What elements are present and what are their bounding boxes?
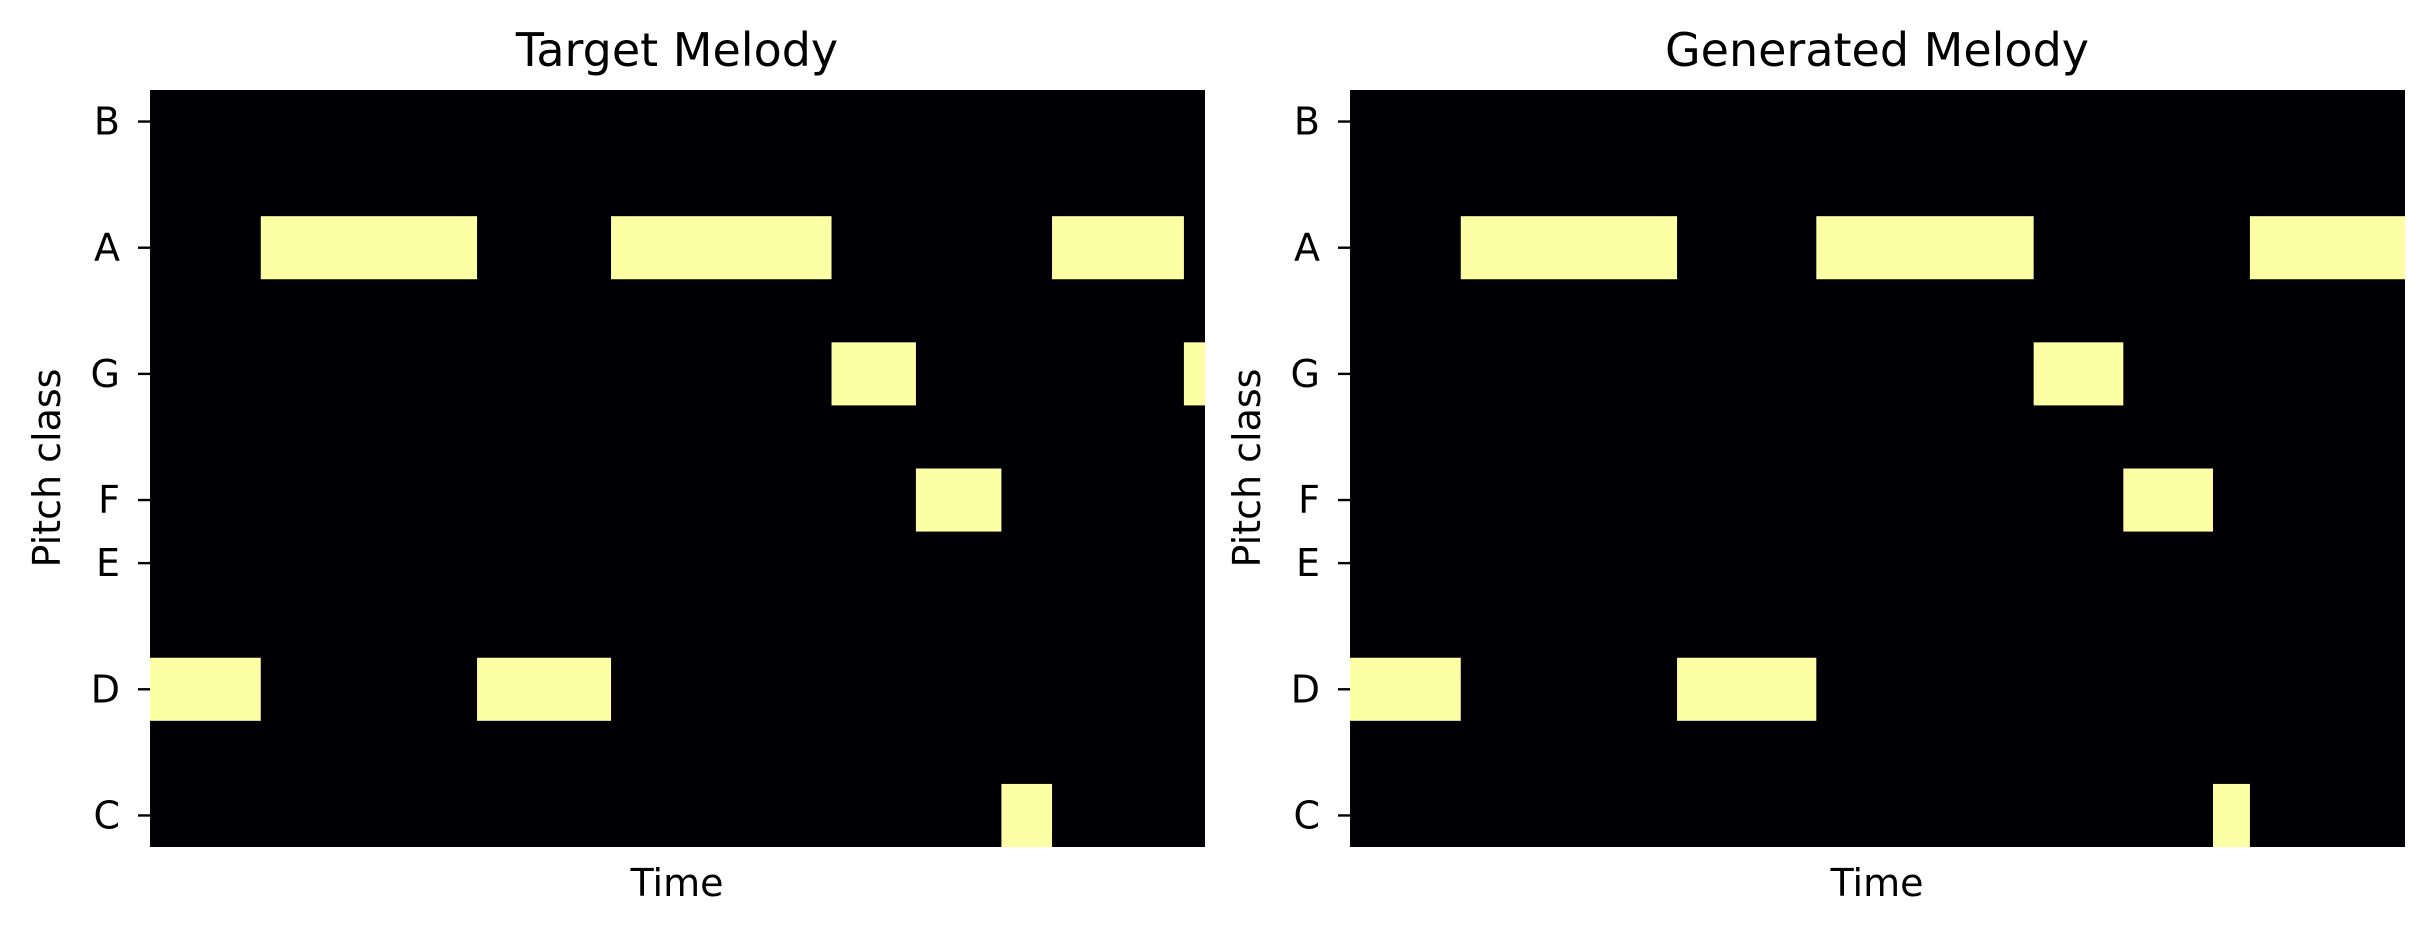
plot-area-generated [1350, 90, 2405, 847]
note-generated-2 [1677, 657, 1817, 721]
y-tick-label-generated-c: C [1293, 793, 1320, 837]
y-tick-label-target-c: C [93, 793, 120, 837]
chart-title-generated: Generated Melody [1665, 23, 2089, 77]
note-target-8 [1183, 342, 1205, 406]
note-generated-3 [1816, 216, 2034, 280]
y-tick-label-target-a: A [94, 226, 120, 270]
chart-title-target: Target Melody [515, 23, 838, 77]
y-tick-label-generated-d: D [1291, 667, 1320, 711]
y-tick-label-target-e: E [96, 541, 120, 585]
note-generated-5 [2123, 468, 2213, 532]
y-tick-label-generated-g: G [1291, 352, 1320, 396]
note-target-0 [150, 657, 261, 721]
note-generated-7 [2249, 216, 2405, 280]
y-tick-label-target-b: B [94, 100, 120, 144]
y-ticks-target: C D EF G A B [91, 100, 150, 837]
notes-target [150, 216, 1205, 847]
y-tick-label-generated-b: B [1294, 100, 1320, 144]
note-generated-1 [1460, 216, 1678, 280]
y-tick-label-target-g: G [91, 352, 120, 396]
y-tick-label-generated-f: F [1298, 478, 1320, 522]
note-target-1 [260, 216, 478, 280]
note-target-3 [611, 216, 832, 280]
x-axis-label-generated: Time [1830, 861, 1924, 905]
y-tick-label-generated-e: E [1296, 541, 1320, 585]
note-target-7 [1052, 216, 1184, 280]
note-target-2 [477, 657, 612, 721]
note-generated-6 [2212, 783, 2250, 847]
y-ticks-generated: C D EF G A B [1291, 100, 1350, 837]
notes-generated [1350, 216, 2405, 847]
note-target-4 [831, 342, 916, 406]
y-axis-label-target: Pitch class [25, 369, 69, 568]
y-tick-label-generated-a: A [1294, 226, 1320, 270]
panel-generated: Generated Melody C D EF G A B Time Pitch clas… [1225, 23, 2405, 905]
note-generated-0 [1350, 657, 1461, 721]
note-target-6 [1001, 783, 1053, 847]
y-axis-label-generated: Pitch class [1225, 369, 1269, 568]
note-generated-4 [2033, 342, 2124, 406]
plot-area-target [150, 90, 1205, 847]
note-target-5 [915, 468, 1002, 532]
y-tick-label-target-f: F [98, 478, 120, 522]
x-axis-label-target: Time [630, 861, 724, 905]
y-tick-label-target-d: D [91, 667, 120, 711]
panel-target: Target Melody C D EF G A B Time Pitch class [25, 23, 1205, 905]
